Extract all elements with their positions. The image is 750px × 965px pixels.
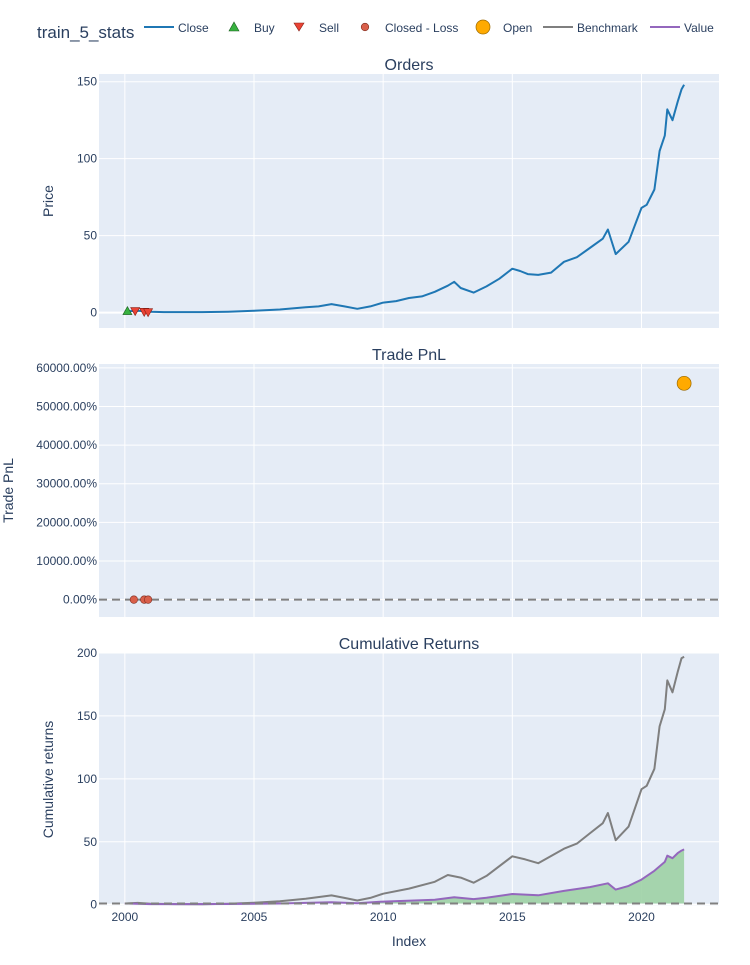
value-profit-area xyxy=(124,849,685,905)
sell-marker xyxy=(130,307,141,317)
x-tick-label: 2015 xyxy=(499,910,526,924)
y-tick-label: 60000.00% xyxy=(36,361,97,375)
y-tick-label: 10000.00% xyxy=(36,554,97,568)
y-axis-label: Trade PnL xyxy=(0,458,16,523)
panel-cumulative-returns: 0 50 100 150 200 Cumulative Returns Cumulative… xyxy=(40,636,719,949)
plot-area xyxy=(99,364,719,617)
legend-triangle-down-icon xyxy=(293,22,305,32)
x-axis-label: Index xyxy=(392,933,426,949)
figure-title: train_5_stats xyxy=(37,23,134,42)
legend-label: Value xyxy=(684,21,714,35)
benchmark-line xyxy=(124,655,685,906)
subplot-title: Orders xyxy=(385,57,434,74)
y-tick-label: 200 xyxy=(77,646,97,660)
y-tick-label: 0 xyxy=(90,898,97,912)
legend-open-circle-icon xyxy=(475,19,491,35)
buy-marker xyxy=(122,305,133,315)
legend-item-closed-loss[interactable]: Closed - Loss xyxy=(360,21,458,35)
close-price-line xyxy=(124,84,685,314)
x-tick-label: 2000 xyxy=(111,910,138,924)
y-tick-label: 0 xyxy=(90,306,97,320)
legend-item-close[interactable]: Close xyxy=(144,21,209,35)
legend-item-benchmark[interactable]: Benchmark xyxy=(543,21,639,35)
legend-circle-icon xyxy=(360,22,370,32)
y-axis-label: Cumulative returns xyxy=(40,721,56,839)
legend-triangle-up-icon xyxy=(228,21,240,32)
legend-item-value[interactable]: Value xyxy=(650,21,714,35)
closed-loss-marker xyxy=(143,595,153,604)
plot-area xyxy=(99,74,719,328)
y-tick-label: 0.00% xyxy=(63,593,97,607)
y-tick-label: 100 xyxy=(77,152,97,166)
legend[interactable]: Close Buy Sell Closed - Loss Open Benchmark Va… xyxy=(144,19,714,35)
panel-orders: 0 50 100 150 Orders Price xyxy=(40,57,719,328)
y-tick-label: 150 xyxy=(77,75,97,89)
legend-item-sell[interactable]: Sell xyxy=(293,21,339,35)
x-tick-label: 2020 xyxy=(628,910,655,924)
x-tick-label: 2005 xyxy=(241,910,268,924)
legend-label: Closed - Loss xyxy=(385,21,458,35)
legend-label: Close xyxy=(178,21,209,35)
legend-item-open[interactable]: Open xyxy=(475,19,532,35)
y-axis-label: Price xyxy=(40,185,56,217)
x-tick-label: 2010 xyxy=(370,910,397,924)
legend-label: Benchmark xyxy=(577,21,639,35)
open-trade-marker xyxy=(676,375,692,391)
closed-loss-marker xyxy=(129,595,138,604)
y-tick-label: 100 xyxy=(77,772,97,786)
y-tick-label: 20000.00% xyxy=(36,515,97,529)
y-tick-label: 30000.00% xyxy=(36,477,97,491)
y-tick-label: 40000.00% xyxy=(36,438,97,452)
y-tick-label: 50 xyxy=(84,835,98,849)
subplot-title: Cumulative Returns xyxy=(339,636,480,653)
y-tick-label: 50000.00% xyxy=(36,399,97,413)
y-tick-label: 150 xyxy=(77,709,97,723)
legend-label: Open xyxy=(503,21,532,35)
plot-area xyxy=(99,653,719,906)
y-tick-label: 50 xyxy=(84,229,98,243)
subplot-title: Trade PnL xyxy=(372,347,446,364)
sell-marker xyxy=(143,308,154,318)
panel-trade-pnl: 0.00% 10000.00% 20000.00% 30000.00% 40000.00… xyxy=(0,347,719,617)
legend-label: Sell xyxy=(319,21,339,35)
legend-label: Buy xyxy=(254,21,275,35)
legend-item-buy[interactable]: Buy xyxy=(228,21,275,35)
